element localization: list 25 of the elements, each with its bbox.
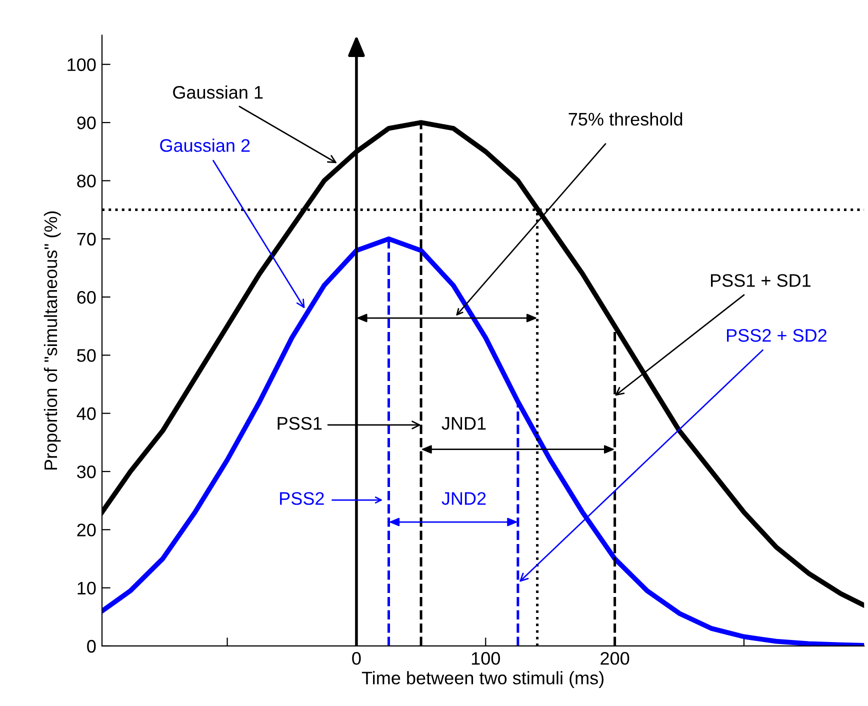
- x-tick-label: 0: [352, 652, 361, 665]
- y-tick-label: 20: [77, 524, 96, 536]
- annotation: PSS1 + SD1: [710, 274, 810, 287]
- annotation: Gaussian 2: [160, 138, 250, 152]
- y-tick-label: 0: [87, 640, 96, 653]
- annotation: JND2: [442, 492, 486, 505]
- annotation: JND1: [442, 417, 486, 430]
- y-tick-label: 60: [77, 290, 96, 304]
- y-tick-label: 70: [77, 232, 96, 246]
- y-tick-label: 80: [77, 174, 96, 188]
- y-axis-title: Proportion of "simultaneous" (%): [44, 211, 61, 470]
- y-tick-label: 50: [77, 349, 96, 362]
- x-axis-title: Time between two stimuli (ms): [362, 671, 604, 688]
- annotation: PSS2 + SD2: [726, 329, 826, 342]
- x-tick-label: 100: [472, 652, 500, 665]
- y-tick-label: 30: [77, 465, 96, 478]
- y-tick-label: 90: [77, 116, 96, 130]
- x-tick-label: 200: [600, 652, 630, 665]
- annotation: 75% threshold: [568, 112, 682, 126]
- annotation: PSS2: [280, 492, 324, 505]
- annotation: Gaussian 1: [173, 86, 263, 99]
- annotation: PSS1: [278, 416, 322, 430]
- y-tick-label: 40: [76, 407, 96, 420]
- y-tick-label: 10: [78, 582, 96, 595]
- y-tick-label: 100: [68, 58, 96, 72]
